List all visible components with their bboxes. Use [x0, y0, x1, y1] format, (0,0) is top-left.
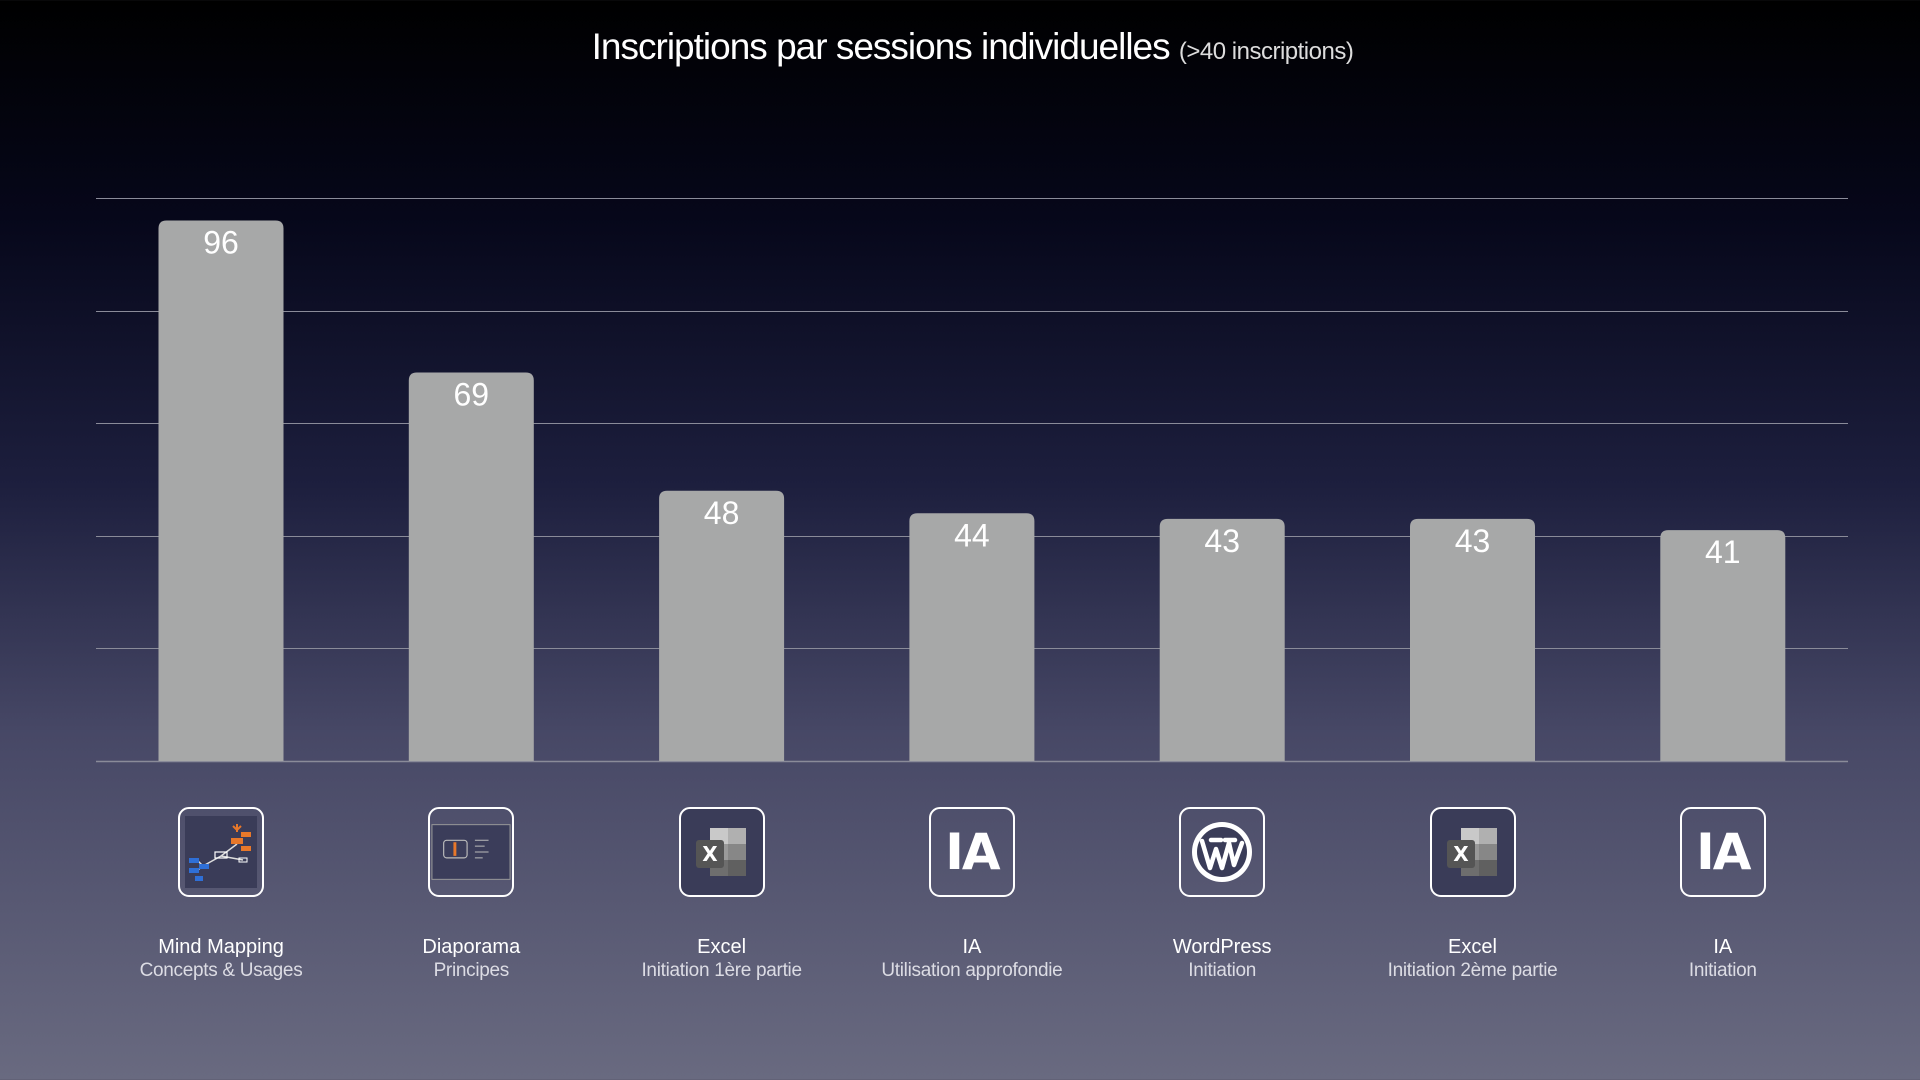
category-name: IA — [1713, 936, 1733, 958]
bar-value-label: 43 — [1455, 523, 1491, 559]
category-subtitle: Initiation 2ème partie — [1387, 960, 1558, 981]
category-label: Diaporama Principes — [341, 935, 601, 983]
category-subtitle: Concepts & Usages — [139, 960, 303, 981]
wordpress-icon — [1179, 807, 1266, 897]
bar — [408, 372, 534, 761]
presentation-icon — [428, 807, 515, 897]
category-subtitle: Utilisation approfondie — [881, 960, 1063, 981]
bar-value-label: 48 — [704, 495, 740, 531]
category-name: Excel — [1448, 936, 1497, 958]
excel-icon: X — [678, 807, 765, 897]
category-label: Excel Initiation 2ème partie — [1343, 935, 1603, 983]
svg-text:X: X — [702, 842, 718, 866]
bar — [659, 490, 785, 761]
category-label: IA Utilisation approfondie — [842, 935, 1102, 983]
bar-value-label: 41 — [1705, 534, 1741, 570]
chart-title: Inscriptions par sessions individuelles … — [0, 26, 1920, 68]
category-subtitle: Principes — [433, 960, 510, 981]
category-label: Mind Mapping Concepts & Usages — [91, 935, 351, 983]
bar-value-label: 43 — [1204, 523, 1240, 559]
category-name: Mind Mapping — [158, 936, 284, 958]
excel-icon: X — [1429, 807, 1516, 897]
bar — [1159, 518, 1285, 761]
bar — [158, 220, 284, 761]
svg-text:X: X — [1453, 842, 1469, 866]
category-name: Excel — [697, 936, 747, 958]
category-label: Excel Initiation 1ère partie — [592, 935, 852, 983]
category-name: IA — [962, 936, 982, 958]
category-label: IA Initiation — [1593, 935, 1853, 983]
category-subtitle: Initiation — [1688, 960, 1757, 981]
ia-icon-text: IA — [945, 823, 1000, 881]
category-subtitle: Initiation — [1188, 960, 1257, 981]
bar-value-label: 44 — [954, 517, 990, 553]
ia-icon: IA — [928, 807, 1015, 897]
category-name: WordPress — [1172, 936, 1272, 958]
ia-icon-text: IA — [1696, 823, 1751, 881]
chart-title-main: Inscriptions par sessions individuelles — [591, 26, 1171, 67]
ia-icon: IA — [1679, 807, 1766, 897]
bar — [909, 513, 1035, 761]
category-subtitle: Initiation 1ère partie — [641, 960, 802, 981]
category-label: WordPress Initiation — [1092, 935, 1352, 983]
bar-value-label: 69 — [454, 377, 490, 413]
bar-value-label: 96 — [203, 225, 239, 261]
category-name: Diaporama — [422, 936, 521, 958]
mind-map-icon — [178, 807, 264, 897]
bar — [1410, 518, 1535, 761]
bar — [1660, 530, 1786, 761]
chart-subtitle: (>40 inscriptions) — [1178, 38, 1354, 65]
